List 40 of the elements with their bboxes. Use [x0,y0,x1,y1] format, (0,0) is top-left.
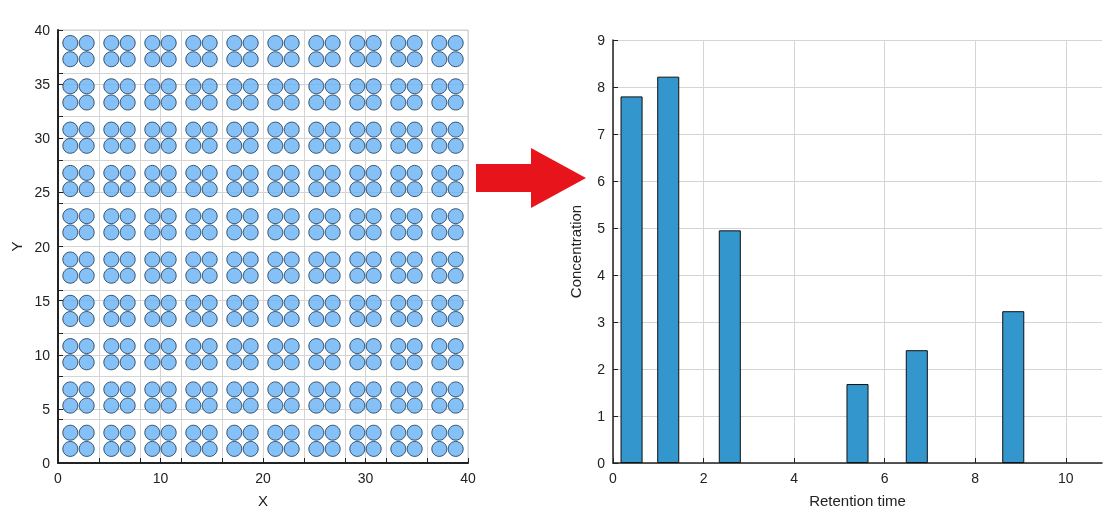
y-tick-label: 1 [597,408,606,424]
y-axis-title: Y [7,241,25,252]
x-tick-label: 30 [357,470,374,486]
x-tick-label: 20 [255,470,271,486]
y-tick-label: 25 [34,184,51,201]
bar [718,230,741,463]
bar [905,350,928,463]
x-axis-title: Retention time [809,492,906,509]
y-tick-label: 10 [34,346,51,363]
y-tick-label: 3 [597,314,606,330]
y-tick-label: 40 [34,22,51,38]
x-tick-label: 0 [54,470,63,486]
bar [657,76,680,463]
x-tick-label: 40 [460,470,476,486]
x-tick-label: 6 [880,470,889,486]
y-tick-label: 5 [42,400,51,417]
y-tick-label: 2 [597,361,606,377]
x-tick-label: 0 [609,470,618,486]
y-axis-title: Concentration [567,204,584,299]
x-tick-label: 8 [971,470,980,486]
y-tick-label: 8 [597,79,606,95]
x-tick-label: 10 [152,470,169,486]
y-tick-label: 15 [34,292,51,309]
y-tick-label: 7 [597,126,606,142]
y-tick-label: 30 [34,130,51,147]
bar [1002,311,1025,463]
y-tick-label: 0 [42,455,51,471]
y-tick-label: 20 [34,238,51,255]
y-tick-label: 35 [34,76,51,93]
bar [620,96,643,463]
bar [846,384,869,463]
x-tick-label: 10 [1057,470,1074,486]
x-axis-title: X [257,492,269,509]
y-tick-label: 5 [597,220,606,236]
y-tick-label: 9 [597,32,606,48]
y-tick-label: 6 [597,173,606,189]
y-tick-label: 0 [597,455,606,471]
y-tick-label: 4 [597,267,606,283]
x-tick-label: 4 [790,470,799,486]
x-tick-label: 2 [699,470,708,486]
